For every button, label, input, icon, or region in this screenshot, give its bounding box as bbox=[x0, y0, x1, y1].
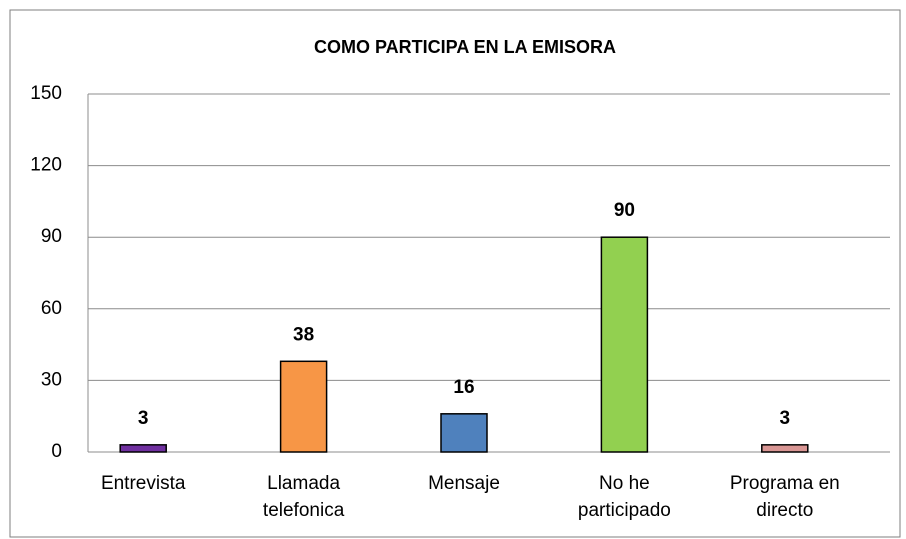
data-label: 3 bbox=[138, 408, 149, 429]
bar bbox=[600, 236, 649, 453]
y-tick-label: 90 bbox=[41, 226, 62, 247]
y-tick-label: 60 bbox=[41, 298, 62, 319]
x-tick-label: Programa en directo bbox=[729, 473, 840, 521]
y-tick-label: 120 bbox=[30, 155, 62, 176]
y-tick-label: 0 bbox=[51, 441, 62, 462]
y-tick-label: 30 bbox=[41, 369, 62, 390]
data-label: 90 bbox=[614, 200, 635, 221]
x-tick-label: Llamada telefonica bbox=[262, 473, 345, 521]
bar bbox=[761, 444, 809, 453]
data-label: 16 bbox=[453, 377, 474, 398]
bar bbox=[279, 360, 328, 453]
x-tick-label: No he participado bbox=[577, 473, 671, 521]
data-label: 3 bbox=[780, 408, 791, 429]
data-label: 38 bbox=[293, 324, 314, 345]
y-tick-label: 150 bbox=[30, 83, 62, 104]
bar bbox=[440, 413, 488, 453]
x-tick-label: Entrevista bbox=[100, 473, 186, 494]
chart-title: COMO PARTICIPA EN LA EMISORA bbox=[314, 37, 616, 57]
bar bbox=[119, 444, 167, 453]
chart-frame bbox=[9, 9, 901, 538]
x-tick-label: Mensaje bbox=[428, 473, 500, 494]
